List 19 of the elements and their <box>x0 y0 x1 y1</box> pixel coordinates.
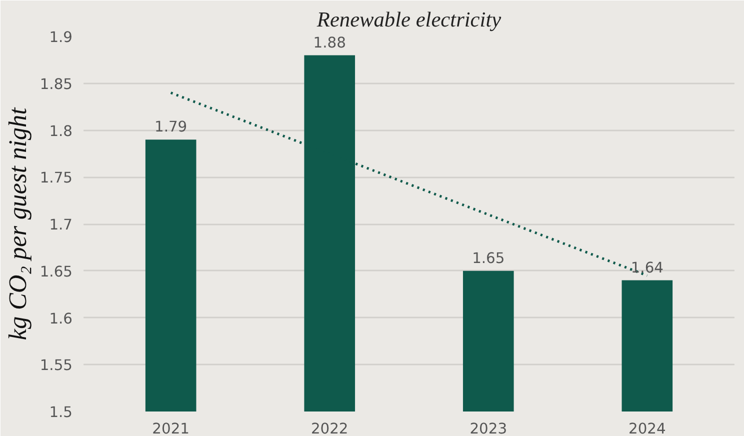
x-tick-label: 2023 <box>470 420 508 436</box>
y-tick-label: 1.9 <box>49 29 73 46</box>
y-tick-label: 1.7 <box>49 216 73 234</box>
y-tick-label: 1.6 <box>49 310 73 328</box>
data-label: 1.65 <box>472 250 505 267</box>
y-tick-label: 1.5 <box>49 404 73 421</box>
data-label: 1.79 <box>154 118 188 136</box>
data-label: 1.88 <box>313 34 346 52</box>
y-axis-title: kg CO₂ per guest night <box>4 106 32 340</box>
x-tick-label: 2022 <box>310 420 348 436</box>
y-tick-label: 1.8 <box>49 122 73 140</box>
y-tick-label: 1.65 <box>40 263 73 280</box>
x-tick-label: 2024 <box>628 420 666 436</box>
x-tick-label: 2021 <box>152 420 190 436</box>
data-label: 1.64 <box>630 259 664 276</box>
chart-title: Renewable electricity <box>316 8 502 32</box>
y-tick-label: 1.75 <box>40 170 73 187</box>
y-tick-label: 1.55 <box>40 357 73 374</box>
y-tick-label: 1.85 <box>40 76 73 93</box>
